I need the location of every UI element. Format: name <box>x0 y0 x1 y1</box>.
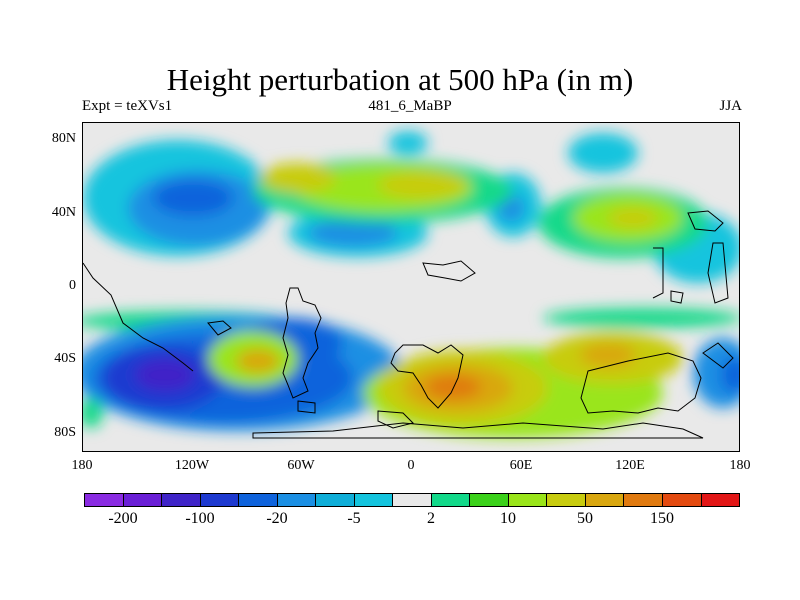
colorbar-label: 150 <box>650 510 674 527</box>
colorbar-label: -200 <box>108 510 138 527</box>
lon-label-0: 0 <box>407 458 415 473</box>
lon-label-120e: 120E <box>615 458 645 473</box>
colorbar-swatch <box>393 494 432 506</box>
lon-label-120w: 120W <box>174 458 210 473</box>
colorbar-label: -5 <box>347 510 361 527</box>
map-panel <box>82 122 740 452</box>
colorbar-swatch <box>85 494 124 506</box>
colorbar-swatch <box>200 494 240 506</box>
colorbar-swatch <box>585 494 625 506</box>
colorbar-swatch <box>123 494 163 506</box>
colorbar-label: 10 <box>500 510 516 527</box>
colorbar-label: 50 <box>577 510 593 527</box>
colorbar-swatch <box>470 494 509 506</box>
lat-label-40n: 40N <box>51 205 76 220</box>
coastlines <box>83 210 734 439</box>
contour-field <box>83 123 739 451</box>
colorbar-swatch <box>431 494 471 506</box>
colorbar <box>84 493 740 507</box>
colorbar-swatch <box>354 494 394 506</box>
plot-title: Height perturbation at 500 hPa (in m) <box>166 62 634 97</box>
lat-label-40s: 40S <box>54 351 76 366</box>
colorbar-swatch <box>508 494 548 506</box>
experiment-label: Expt = teXVs1 <box>82 98 173 114</box>
colorbar-label: -20 <box>266 510 288 527</box>
lon-label-180w: 180 <box>71 458 93 473</box>
colorbar-swatch <box>239 494 278 506</box>
colorbar-swatch <box>662 494 702 506</box>
colorbar-swatch <box>624 494 663 506</box>
colorbar-label: -100 <box>185 510 215 527</box>
colorbar-swatch <box>277 494 317 506</box>
colorbar-swatch <box>701 494 740 506</box>
lat-label-80s: 80S <box>54 425 76 440</box>
run-id-label: 481_6_MaBP <box>368 98 452 114</box>
lat-label-80n: 80N <box>51 131 76 146</box>
colorbar-label: 2 <box>427 510 435 527</box>
lon-label-60e: 60E <box>509 458 533 473</box>
colorbar-swatch <box>547 494 586 506</box>
lon-label-180e: 180 <box>729 458 751 473</box>
lon-label-60w: 60W <box>287 458 315 473</box>
lat-label-0: 0 <box>69 278 76 293</box>
colorbar-swatch <box>316 494 355 506</box>
colorbar-swatch <box>162 494 201 506</box>
season-label: JJA <box>719 98 742 114</box>
